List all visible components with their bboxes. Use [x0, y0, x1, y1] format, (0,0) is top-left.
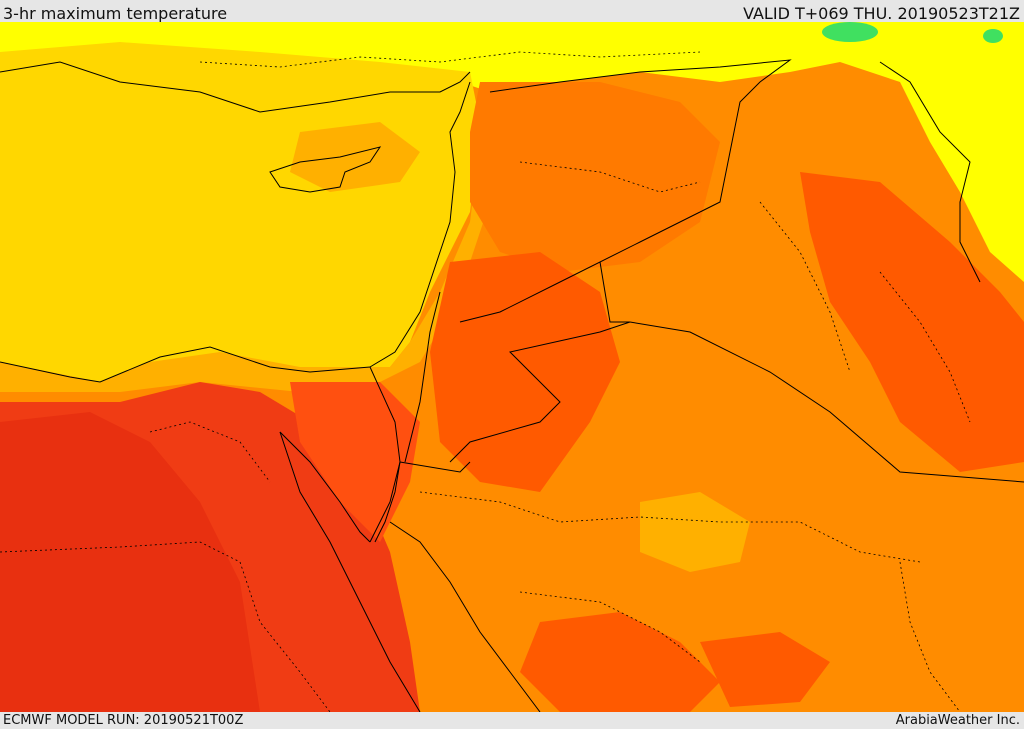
temperature-map-canvas [0, 22, 1024, 712]
red-patch-egypt [0, 412, 260, 712]
coastline-red-sea-east [389, 521, 541, 712]
internal-boundary-saudi-east [899, 561, 961, 712]
map-header: 3-hr maximum temperature VALID T+069 THU… [0, 0, 1024, 23]
internal-boundary-egypt-east [149, 421, 271, 483]
cyprus-outline [269, 146, 382, 193]
coastline-gulf-of-aqaba [374, 461, 401, 543]
valid-time: VALID T+069 THU. 20190523T21Z [743, 4, 1020, 23]
internal-boundary-syria [519, 161, 701, 193]
border-israel-jordan [404, 291, 441, 463]
border-iraq-iran [879, 61, 981, 283]
credit: ArabiaWeather Inc. [895, 713, 1020, 728]
coastline-levant [369, 81, 471, 368]
border-egypt-saudi-red-sea [399, 461, 471, 473]
model-run: ECMWF MODEL RUN: 20190521T00Z [3, 713, 244, 728]
dark-orange-patch-jordan [430, 252, 620, 492]
coastline-turkey [0, 61, 471, 113]
border-jordan-iraq-saudi [459, 211, 701, 323]
red-patch-east [700, 632, 830, 707]
internal-boundary-turkey [199, 51, 701, 68]
temperature-map [0, 22, 1024, 712]
amber-patch-north [290, 122, 420, 192]
dark-orange-patch-iraq [800, 172, 1024, 472]
dark-orange-patch-syria [470, 82, 720, 272]
red-patch-saudi [520, 612, 720, 712]
coastline-red-sea-west [279, 431, 421, 712]
map-footer: ECMWF MODEL RUN: 20190521T00Z ArabiaWeat… [0, 712, 1024, 729]
coastline-gulf-of-suez [279, 431, 371, 543]
map-title: 3-hr maximum temperature [3, 4, 228, 23]
coastline-egypt [0, 346, 371, 383]
red-patch-sinai [290, 382, 420, 542]
internal-boundary-egypt [0, 541, 331, 712]
border-jordan-saudi [449, 261, 631, 463]
green-spot-northeast [983, 29, 1003, 43]
internal-boundary-saudi-north [419, 491, 921, 563]
border-syria-iraq [489, 59, 792, 213]
amber-patch-southeast [640, 492, 750, 572]
green-spot-north [822, 22, 878, 42]
border-iraq-saudi [629, 321, 1024, 483]
internal-boundary-saudi-central [519, 591, 701, 663]
